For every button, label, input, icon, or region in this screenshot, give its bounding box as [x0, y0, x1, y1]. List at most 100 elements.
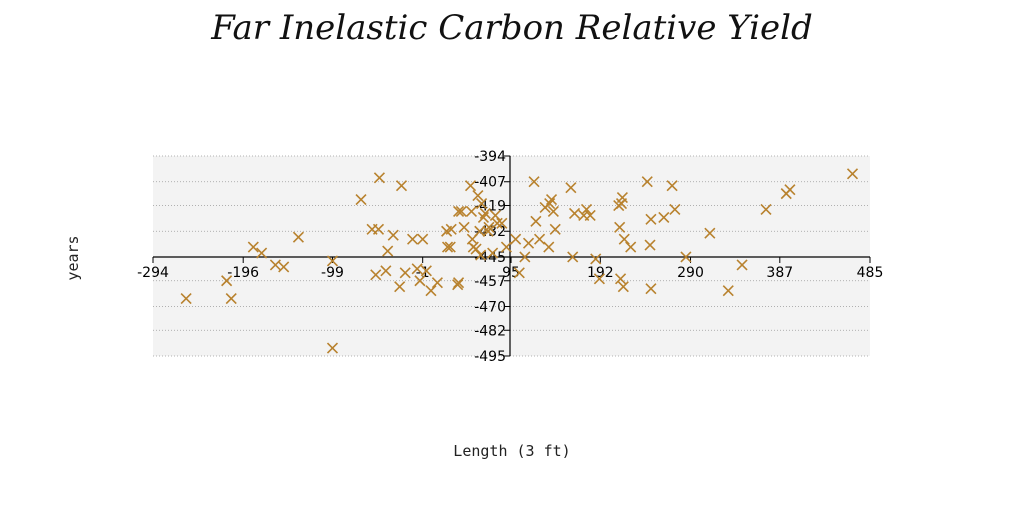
data-point	[530, 215, 542, 227]
x-tick-label: -99	[321, 265, 344, 281]
data-point	[491, 217, 503, 229]
data-point	[380, 265, 392, 277]
data-point	[568, 207, 581, 219]
data-point	[528, 176, 540, 188]
data-point	[625, 241, 637, 253]
data-point	[455, 205, 467, 218]
data-point	[425, 285, 437, 297]
data-point	[382, 245, 394, 257]
data-point	[680, 251, 692, 263]
data-point	[522, 237, 535, 249]
data-point	[736, 259, 748, 271]
data-point	[534, 233, 546, 245]
data-point	[476, 197, 488, 210]
data-point	[549, 223, 561, 235]
data-point	[464, 180, 477, 192]
data-point	[406, 233, 419, 245]
data-point	[326, 255, 339, 267]
data-point	[567, 251, 579, 263]
data-point	[292, 231, 304, 243]
data-point	[669, 203, 681, 216]
x-axis-title: Length (3 ft)	[453, 442, 570, 460]
data-point	[487, 247, 499, 259]
data-point	[645, 213, 657, 225]
chart-title: Far Inelastic Carbon Relative Yield	[211, 8, 813, 48]
data-point	[618, 233, 630, 245]
y-tick-label: -470	[474, 299, 506, 315]
data-point	[584, 209, 596, 221]
data-point	[326, 342, 339, 354]
x-tick-label: -196	[227, 265, 259, 281]
data-points	[180, 168, 859, 354]
data-point	[510, 233, 522, 245]
data-point	[565, 182, 577, 194]
data-point	[269, 259, 281, 271]
data-point	[760, 203, 772, 216]
y-tick-label: -495	[474, 349, 506, 365]
data-point	[372, 223, 385, 235]
data-point	[355, 193, 367, 206]
data-point	[704, 227, 716, 239]
y-tick-label: -407	[474, 175, 506, 191]
data-point	[590, 253, 602, 265]
x-tick-label: 290	[677, 265, 704, 281]
data-point	[474, 225, 486, 237]
data-point	[593, 273, 605, 285]
data-point	[431, 277, 443, 289]
data-point	[482, 225, 494, 237]
data-point	[441, 241, 454, 253]
data-point	[445, 223, 457, 235]
data-point	[545, 193, 558, 206]
data-point	[417, 233, 429, 245]
data-point	[641, 176, 653, 188]
data-point	[256, 247, 268, 259]
data-point	[784, 184, 796, 196]
data-point	[470, 243, 482, 255]
data-point	[547, 205, 559, 218]
plot-background	[153, 156, 870, 356]
data-point	[617, 281, 629, 293]
data-point	[453, 205, 465, 218]
data-point	[278, 261, 290, 273]
data-point	[658, 211, 670, 223]
data-point	[615, 273, 627, 285]
data-point	[465, 205, 478, 218]
data-point	[580, 203, 593, 216]
data-point	[543, 241, 555, 253]
data-point	[247, 241, 259, 253]
x-tick-label: 387	[766, 265, 793, 281]
data-point	[722, 285, 734, 297]
x-tick-label: -1	[416, 265, 430, 281]
data-point	[387, 229, 399, 241]
data-point	[472, 190, 484, 202]
x-tick-label: 192	[587, 265, 614, 281]
y-tick-label: -394	[474, 149, 506, 165]
data-point	[444, 241, 456, 253]
data-point	[373, 172, 385, 184]
data-point	[666, 180, 678, 192]
data-point	[221, 275, 233, 287]
y-tick-label: -457	[474, 274, 506, 290]
data-point	[394, 281, 406, 293]
data-point	[519, 251, 531, 263]
data-point	[479, 207, 491, 219]
data-point	[483, 221, 495, 233]
data-point	[225, 293, 237, 305]
data-point	[370, 269, 382, 281]
data-point	[846, 168, 859, 180]
data-point	[645, 283, 657, 295]
data-point	[500, 241, 513, 253]
data-point	[616, 192, 628, 204]
y-tick-label: -482	[474, 323, 506, 339]
axes	[152, 155, 871, 357]
data-point	[496, 217, 508, 229]
data-point	[411, 263, 423, 275]
data-point	[414, 275, 426, 287]
x-tick-label: 485	[857, 265, 884, 281]
data-point	[513, 267, 525, 279]
data-point	[180, 293, 192, 305]
data-point	[395, 180, 408, 192]
data-point	[644, 239, 656, 251]
data-point	[399, 267, 411, 279]
